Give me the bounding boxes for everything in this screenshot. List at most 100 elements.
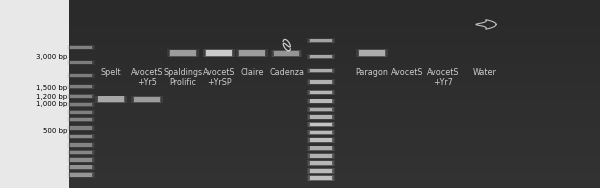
Bar	[67, 102, 95, 107]
Bar	[69, 79, 600, 83]
Bar	[133, 96, 161, 103]
Bar	[68, 117, 94, 122]
Bar	[69, 165, 600, 169]
Bar	[69, 74, 94, 77]
Bar	[98, 96, 124, 102]
Bar	[309, 39, 334, 43]
Bar	[69, 38, 600, 41]
Bar	[69, 150, 94, 155]
Bar	[68, 61, 94, 64]
Bar	[69, 8, 600, 11]
Bar	[238, 50, 266, 57]
Bar	[307, 175, 335, 181]
Bar	[308, 80, 334, 84]
Text: AvocetS: AvocetS	[391, 68, 423, 77]
Bar	[68, 85, 94, 89]
Bar	[67, 45, 95, 50]
Bar	[67, 73, 95, 78]
Bar	[169, 50, 196, 57]
Bar	[70, 126, 92, 130]
Text: 3,000 bp: 3,000 bp	[36, 54, 67, 60]
Bar	[67, 134, 95, 139]
Bar	[69, 68, 600, 71]
Bar	[68, 45, 94, 49]
Bar	[69, 128, 600, 132]
Bar	[309, 80, 334, 84]
Bar	[359, 49, 386, 57]
Bar	[307, 38, 335, 43]
Bar	[69, 60, 600, 64]
Bar	[69, 64, 600, 68]
Bar	[310, 154, 332, 158]
Bar	[68, 110, 94, 114]
Bar	[308, 39, 334, 43]
Bar	[69, 143, 94, 147]
Bar	[67, 84, 95, 89]
Bar	[68, 94, 94, 98]
Bar	[69, 169, 600, 173]
Bar	[69, 46, 94, 49]
Bar	[68, 134, 94, 139]
Bar	[68, 172, 94, 177]
Bar	[310, 80, 332, 84]
Bar	[309, 176, 334, 181]
Bar	[69, 109, 600, 113]
Bar	[69, 110, 94, 114]
Bar	[309, 69, 334, 73]
Bar	[239, 50, 265, 56]
Bar	[308, 107, 334, 112]
Bar	[310, 55, 332, 58]
Bar	[69, 19, 600, 23]
Bar	[309, 161, 334, 166]
Bar	[69, 34, 600, 38]
Text: Spelt: Spelt	[101, 68, 121, 77]
Bar	[131, 96, 163, 103]
Bar	[69, 41, 600, 45]
Bar	[69, 94, 94, 98]
Bar	[67, 150, 95, 155]
Bar	[69, 184, 600, 188]
Bar	[358, 49, 386, 57]
Bar	[70, 61, 92, 64]
Bar	[69, 0, 600, 4]
Bar	[309, 90, 334, 94]
Bar	[95, 96, 127, 103]
Bar	[68, 74, 94, 78]
Bar	[309, 123, 334, 127]
Bar	[68, 102, 94, 107]
Bar	[308, 122, 334, 127]
Bar	[69, 53, 600, 56]
Bar	[310, 108, 332, 111]
Bar	[97, 96, 125, 103]
Bar	[359, 50, 385, 56]
Bar	[309, 138, 334, 142]
Bar	[273, 50, 300, 57]
Bar	[307, 122, 335, 127]
Bar	[356, 49, 388, 57]
Bar	[67, 117, 95, 122]
Bar	[0, 0, 69, 188]
Bar	[310, 123, 332, 126]
Text: AvocetS
+Yr7: AvocetS +Yr7	[427, 68, 459, 87]
Bar	[309, 154, 334, 158]
Bar	[70, 165, 92, 169]
Bar	[308, 175, 334, 181]
Bar	[69, 90, 600, 94]
Bar	[69, 15, 600, 19]
Bar	[69, 165, 94, 170]
Text: Spaldings
Prolific: Spaldings Prolific	[163, 68, 203, 87]
Bar	[69, 30, 600, 34]
Bar	[70, 151, 92, 154]
Bar	[70, 158, 92, 162]
Bar	[69, 98, 600, 102]
Bar	[69, 126, 94, 130]
Bar	[68, 126, 94, 130]
Bar	[307, 160, 335, 166]
Bar	[309, 99, 334, 103]
Bar	[236, 49, 268, 57]
Bar	[133, 96, 161, 103]
Bar	[69, 71, 600, 75]
Bar	[67, 142, 95, 148]
Bar	[69, 143, 600, 147]
Bar	[167, 49, 199, 57]
